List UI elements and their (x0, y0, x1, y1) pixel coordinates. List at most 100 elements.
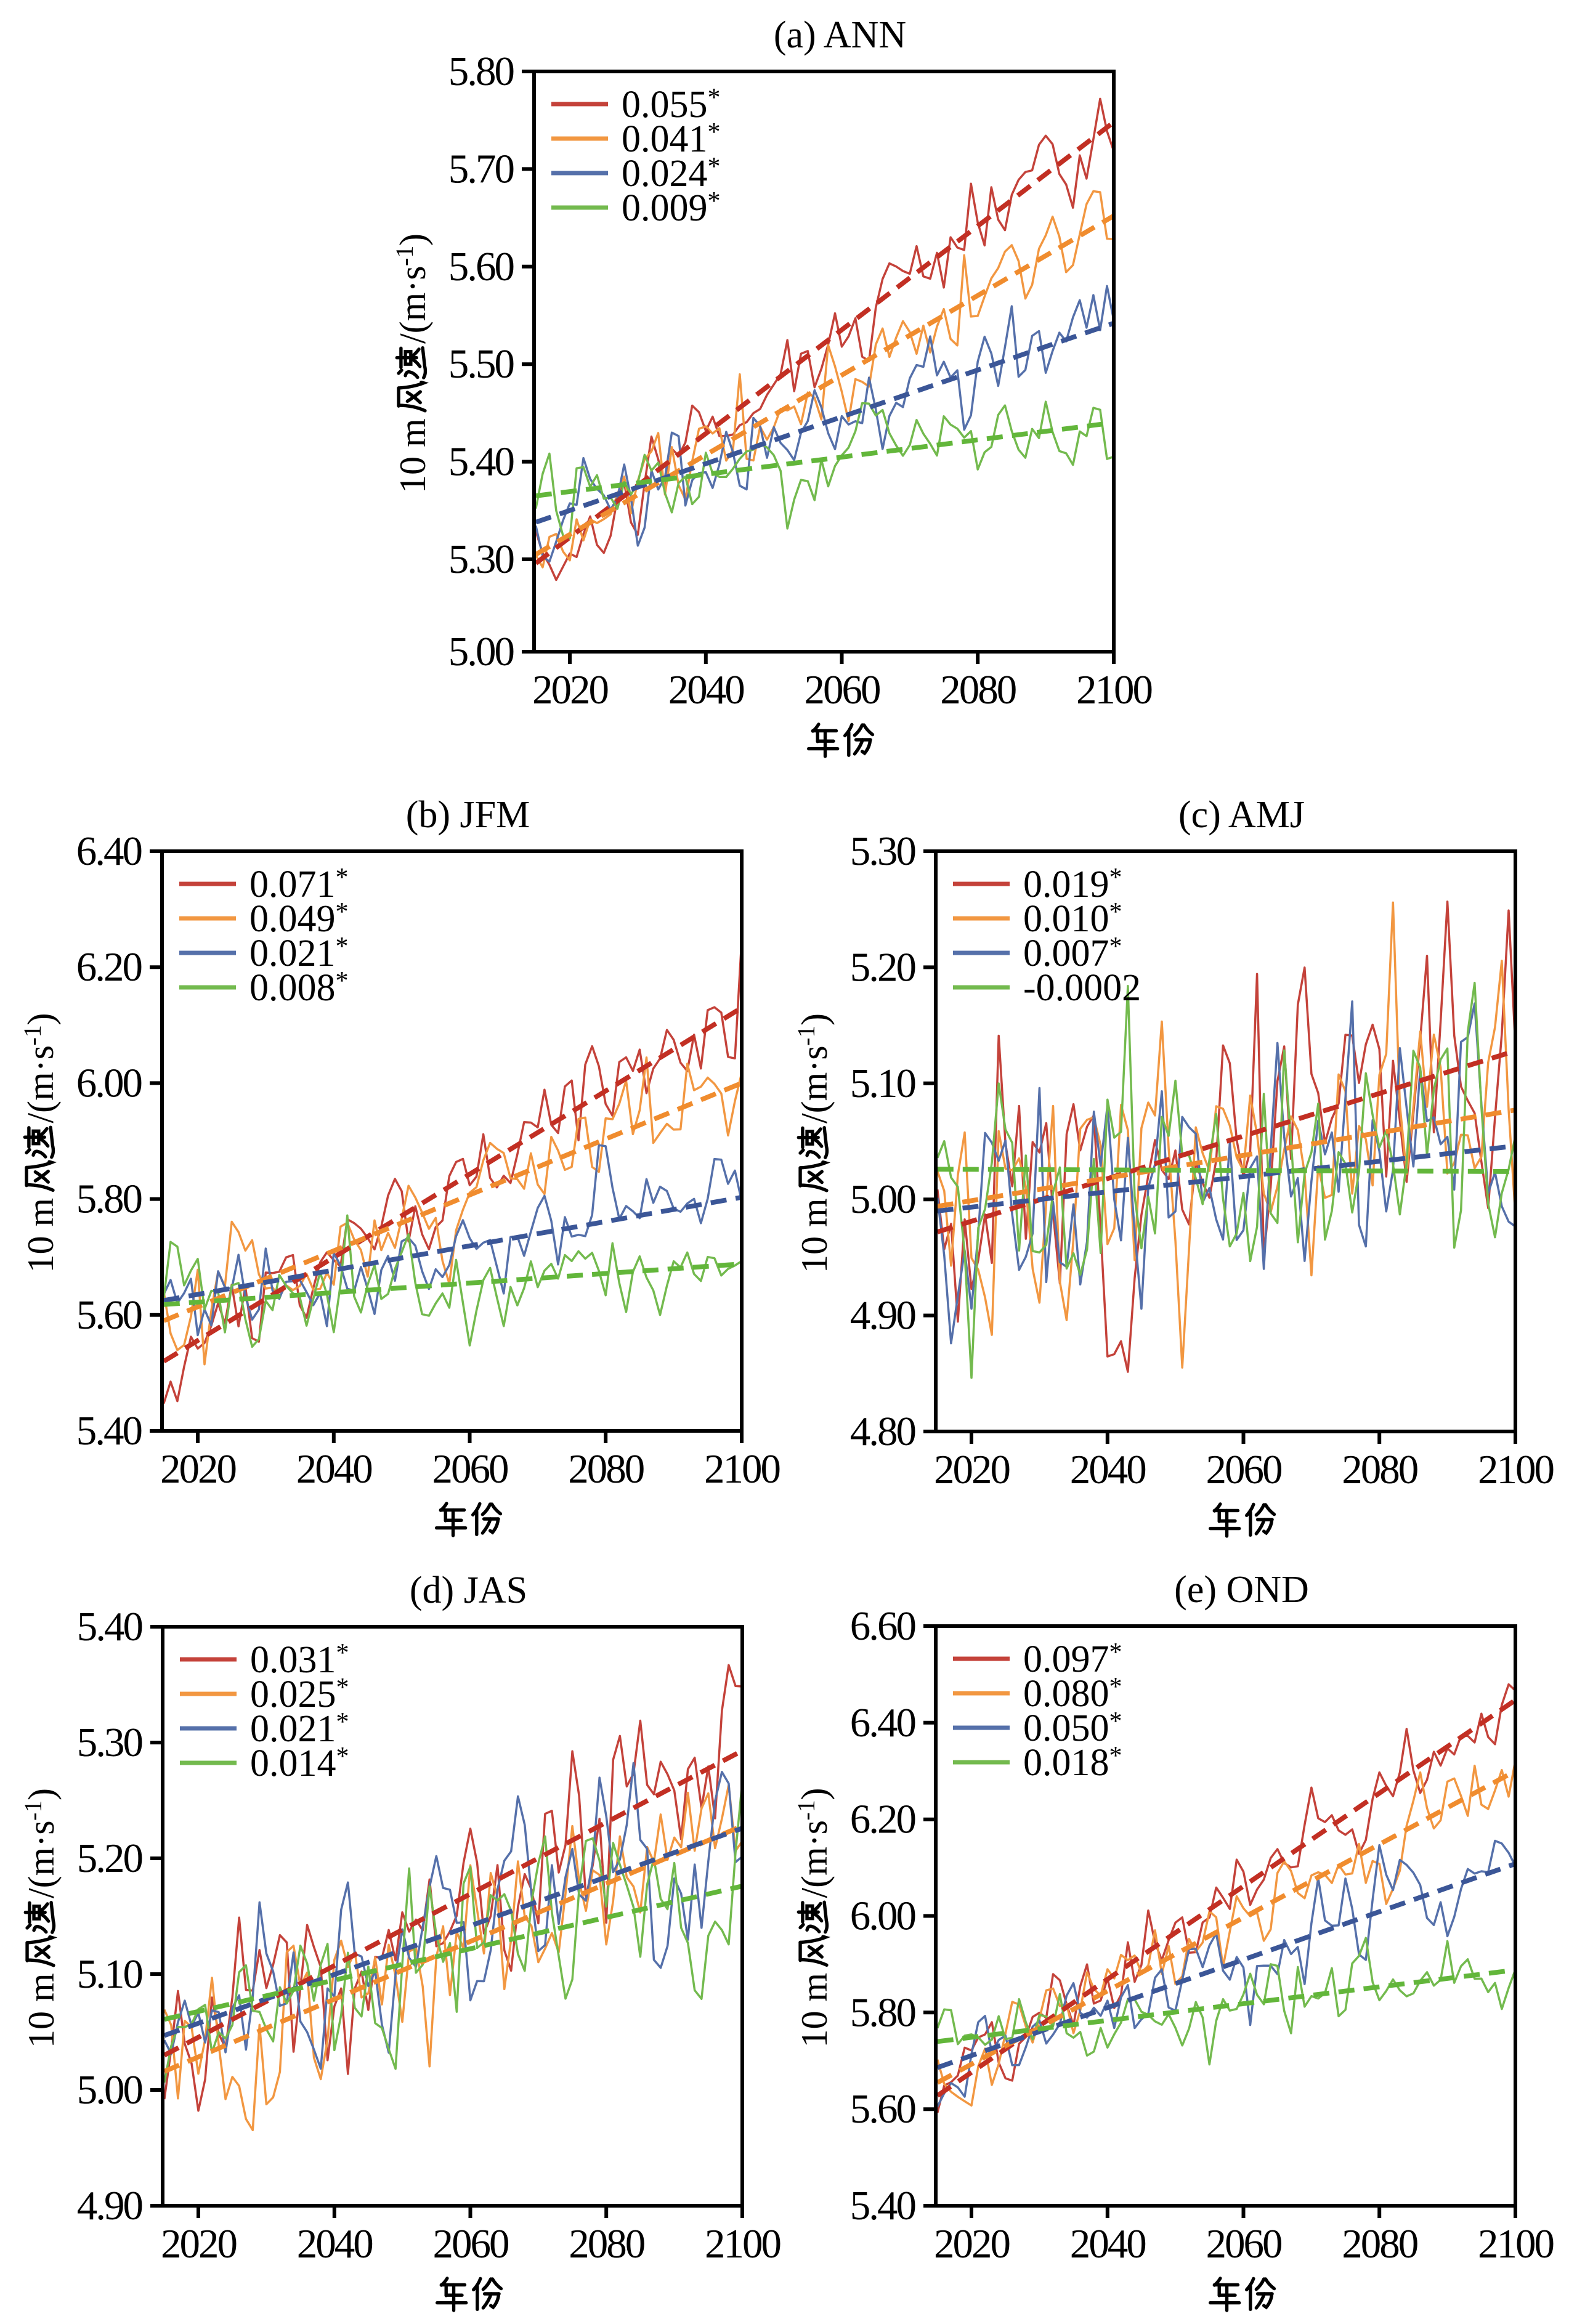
svg-text:2040: 2040 (1070, 2221, 1146, 2267)
svg-text:0.025*: 0.025* (250, 1674, 349, 1715)
svg-text:-1: -1 (19, 1800, 47, 1821)
svg-text:2060: 2060 (1206, 2221, 1282, 2267)
svg-text:5.30: 5.30 (77, 1720, 142, 1765)
svg-text:4.90: 4.90 (850, 1293, 915, 1338)
svg-text:0.071*: 0.071* (249, 864, 349, 905)
svg-text:5.80: 5.80 (448, 49, 514, 94)
svg-text:5.80: 5.80 (850, 1990, 915, 2035)
svg-text:5.20: 5.20 (77, 1836, 142, 1881)
svg-text:0.055*: 0.055* (622, 84, 721, 126)
svg-text:0.008*: 0.008* (249, 967, 349, 1009)
svg-text:5.30: 5.30 (448, 536, 514, 582)
svg-text:2060: 2060 (432, 1446, 508, 1492)
svg-text:0.018*: 0.018* (1023, 1742, 1122, 1784)
svg-text:0.024*: 0.024* (622, 153, 721, 195)
svg-text:5.30: 5.30 (850, 828, 915, 874)
svg-text:0.014*: 0.014* (250, 1743, 349, 1784)
svg-text:): ) (794, 1013, 835, 1026)
svg-text:4.90: 4.90 (77, 2183, 142, 2229)
svg-text:(d) JAS: (d) JAS (410, 1569, 527, 1611)
svg-text:0.007*: 0.007* (1023, 933, 1122, 974)
svg-text:6.00: 6.00 (850, 1893, 915, 1939)
svg-text:6.40: 6.40 (76, 828, 142, 874)
svg-text:2080: 2080 (568, 1446, 644, 1492)
svg-text:-0.0002: -0.0002 (1023, 967, 1141, 1009)
svg-text:/(m·s: /(m·s (20, 1045, 61, 1124)
svg-text:5.60: 5.60 (850, 2086, 915, 2132)
svg-text:0.041*: 0.041* (622, 118, 721, 160)
svg-text:2100: 2100 (705, 2221, 780, 2267)
svg-text:2060: 2060 (433, 2221, 509, 2267)
svg-text:6.40: 6.40 (850, 1700, 915, 1746)
svg-text:0.019*: 0.019* (1023, 864, 1122, 905)
svg-text:0.031*: 0.031* (250, 1639, 349, 1681)
svg-text:): ) (21, 1788, 62, 1800)
svg-text:10 m: 10 m (392, 418, 433, 493)
svg-text:2020: 2020 (532, 667, 608, 713)
svg-text:0.009*: 0.009* (622, 187, 721, 229)
svg-text:-1: -1 (18, 1025, 46, 1045)
svg-text:0.021*: 0.021* (250, 1708, 349, 1750)
svg-text:2020: 2020 (934, 1447, 1010, 1492)
svg-text:2080: 2080 (569, 2221, 644, 2267)
svg-text:2020: 2020 (161, 2221, 237, 2267)
svg-text:(b) JFM: (b) JFM (406, 794, 530, 836)
svg-text:-1: -1 (792, 1026, 820, 1046)
svg-text:5.10: 5.10 (850, 1061, 915, 1106)
svg-text:2060: 2060 (1206, 1447, 1282, 1492)
svg-text:2040: 2040 (296, 1446, 372, 1492)
svg-text:5.00: 5.00 (448, 629, 514, 674)
svg-text:6.60: 6.60 (850, 1603, 915, 1649)
svg-text:2020: 2020 (160, 1446, 236, 1492)
svg-text:6.20: 6.20 (850, 1797, 915, 1842)
svg-text:/(m·s: /(m·s (392, 265, 433, 344)
svg-text:): ) (20, 1013, 61, 1026)
svg-text:0.021*: 0.021* (249, 933, 349, 974)
svg-text:6.20: 6.20 (76, 944, 142, 990)
svg-text:5.00: 5.00 (850, 1176, 915, 1222)
svg-text:5.20: 5.20 (850, 944, 915, 990)
svg-text:2040: 2040 (668, 667, 744, 713)
svg-text:5.50: 5.50 (448, 341, 514, 387)
svg-text:5.40: 5.40 (850, 2183, 915, 2229)
svg-text:0.010*: 0.010* (1023, 898, 1122, 940)
svg-text:5.70: 5.70 (448, 146, 514, 192)
svg-text:2040: 2040 (297, 2221, 373, 2267)
svg-text:0.049*: 0.049* (249, 898, 349, 940)
svg-text:0.080*: 0.080* (1023, 1673, 1122, 1715)
svg-text:-1: -1 (391, 246, 418, 266)
svg-text:0.050*: 0.050* (1023, 1707, 1122, 1749)
svg-text:10 m: 10 m (794, 1973, 835, 2048)
svg-text:5.80: 5.80 (76, 1176, 142, 1222)
svg-text:5.00: 5.00 (77, 2067, 142, 2113)
svg-text:2080: 2080 (1342, 2221, 1417, 2267)
svg-text:10 m: 10 m (794, 1198, 835, 1273)
svg-text:4.80: 4.80 (850, 1409, 915, 1454)
svg-text:2100: 2100 (704, 1446, 780, 1492)
svg-text:0.097*: 0.097* (1023, 1638, 1122, 1680)
svg-text:10 m: 10 m (21, 1973, 62, 2048)
svg-text:2100: 2100 (1478, 1447, 1554, 1492)
svg-text:2100: 2100 (1478, 2221, 1554, 2267)
svg-text:2040: 2040 (1070, 1447, 1146, 1492)
svg-text:2020: 2020 (934, 2221, 1010, 2267)
svg-text:/(m·s: /(m·s (21, 1820, 62, 1898)
svg-text:6.00: 6.00 (76, 1060, 142, 1106)
svg-text:-1: -1 (792, 1800, 820, 1820)
svg-text:/(m·s: /(m·s (794, 1045, 835, 1124)
svg-text:5.10: 5.10 (77, 1951, 142, 1997)
svg-text:2080: 2080 (1342, 1447, 1417, 1492)
svg-text:5.40: 5.40 (76, 1408, 142, 1454)
svg-text:/(m·s: /(m·s (794, 1820, 835, 1898)
svg-text:2060: 2060 (805, 667, 880, 713)
svg-text:10 m: 10 m (20, 1198, 61, 1273)
svg-text:2100: 2100 (1076, 667, 1152, 713)
svg-text:5.60: 5.60 (76, 1292, 142, 1338)
svg-text:): ) (392, 233, 433, 246)
svg-text:2080: 2080 (940, 667, 1016, 713)
svg-text:5.60: 5.60 (448, 244, 514, 289)
svg-text:(c) AMJ: (c) AMJ (1178, 794, 1305, 836)
svg-text:(e) OND: (e) OND (1174, 1569, 1309, 1611)
svg-text:): ) (794, 1788, 835, 1800)
svg-text:5.40: 5.40 (77, 1604, 142, 1650)
